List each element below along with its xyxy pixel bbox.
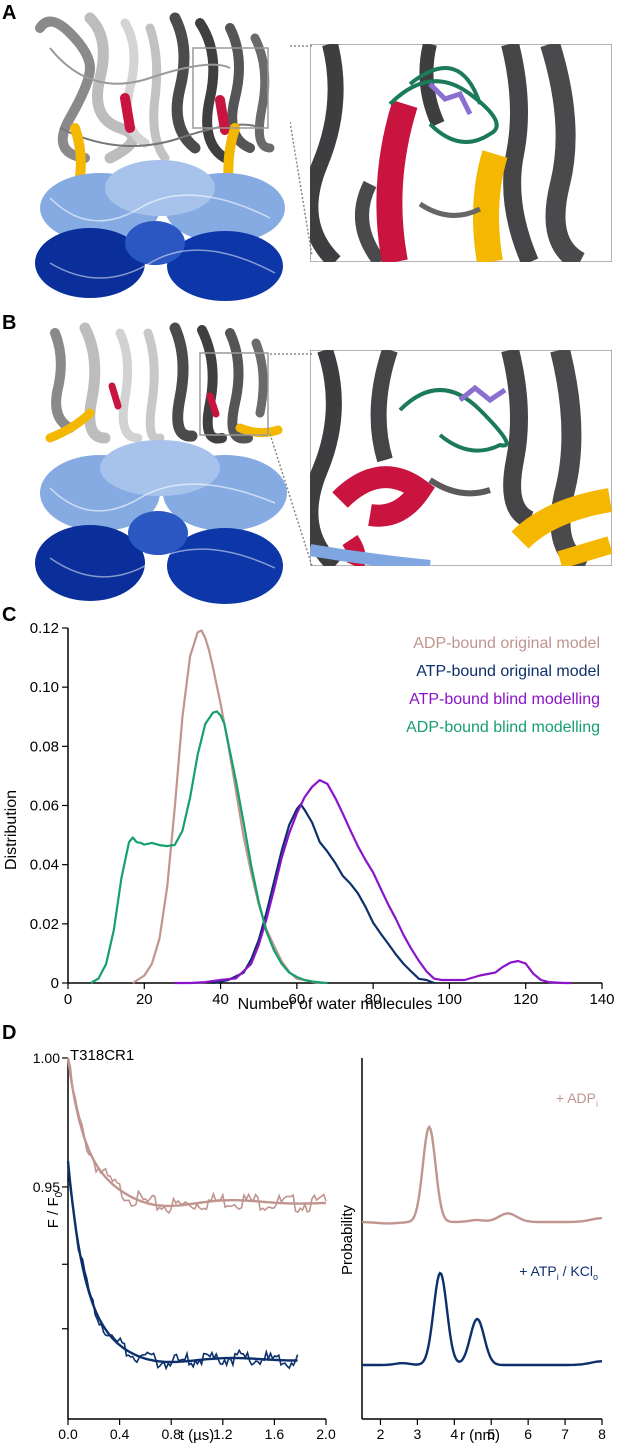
chart-c-x-tick-label: 120 — [513, 991, 538, 1008]
chart-c-x-tick-label: 80 — [365, 991, 382, 1008]
red-helices-b — [108, 382, 220, 418]
chart-d2-series — [362, 1124, 602, 1367]
chart-c-x-tick-label: 60 — [289, 991, 306, 1008]
chart-d2-x-tick-label: 6 — [524, 1426, 532, 1442]
panel-a-protein-structure — [35, 12, 285, 301]
panel-letter-d: D — [2, 1022, 17, 1044]
chart-d1-y-axis-label: F / F0 — [45, 1191, 65, 1228]
panel-letter-c: C — [2, 604, 17, 626]
chart-d1-trace — [67, 1057, 327, 1215]
chart-d2-distribution-line — [362, 1271, 602, 1367]
chart-d1-axes: 0.0 0.4 0.8 1.2 1.6 2.0 1.00 0.95 — [33, 1050, 336, 1442]
chart-d1-x-tick-label: 2.0 — [316, 1426, 336, 1442]
transmembrane-domain-b — [50, 322, 268, 444]
chart-d2-label-adp: + ADPi — [556, 1090, 598, 1109]
chart-d1-fit — [66, 1057, 327, 1208]
zoom-box-a — [192, 47, 269, 129]
zoom-connector-b — [270, 353, 313, 567]
chart-c-y-tick-label: 0.08 — [30, 738, 59, 755]
chart-c-x-tick-label: 0 — [64, 991, 72, 1008]
water-distribution-chart: 0 20 40 60 80 100 120 140 0 0.02 0.04 0.06 0.08 0.10 0… — [3, 620, 615, 1013]
chart-d1-series — [66, 1057, 327, 1371]
zoom-box-b — [199, 352, 269, 436]
fluorescence-decay-chart: T318CR1 0.0 0.4 0.8 1.2 1.6 2.0 1.00 0.95 t (µs… — [33, 1047, 336, 1444]
chart-c-x-tick-label: 100 — [437, 991, 462, 1008]
panel-b-zoom-inset — [310, 350, 612, 566]
chart-c-series — [90, 629, 572, 985]
chart-c-x-axis-label: Number of water molecules — [238, 996, 433, 1013]
chart-d1-trace — [67, 1165, 299, 1371]
chart-d1-y-tick-label: 0.95 — [33, 1179, 60, 1195]
chart-d1-fit — [66, 1160, 298, 1364]
chart-c-x-tick-label: 140 — [589, 991, 614, 1008]
chart-d1-x-axis-label: t (µs) — [180, 1427, 214, 1444]
chart-c-y-tick-label: 0.02 — [30, 916, 59, 933]
chart-c-y-tick-label: 0 — [51, 975, 59, 992]
chart-c-x-tick-label: 20 — [136, 991, 153, 1008]
chart-d2-x-tick-label: 2 — [377, 1426, 385, 1442]
nucleotide-binding-domain-a — [35, 160, 285, 301]
chart-c-y-tick-label: 0.04 — [30, 857, 59, 874]
panel-a-zoom-inset — [310, 44, 612, 262]
chart-c-y-tick-label: 0.10 — [30, 679, 59, 696]
chart-c-legend-entry: ADP-bound original model — [413, 635, 600, 652]
chart-d2-x-tick-label: 7 — [561, 1426, 569, 1442]
chart-c-axes: 0 20 40 60 80 100 120 140 0 0.02 0.04 0.06 0.08 0.10 0… — [30, 620, 615, 1008]
chart-d2-x-tick-label: 4 — [450, 1426, 458, 1442]
chart-c-legend: ADP-bound original model ATP-bound origin… — [406, 635, 600, 736]
chart-d2-x-tick-label: 8 — [598, 1426, 606, 1442]
chart-d1-x-tick-label: 0.8 — [161, 1426, 181, 1442]
chart-d1-title: T318CR1 — [70, 1047, 134, 1064]
zoom-connector-a — [290, 45, 313, 257]
chart-d1-x-tick-label: 0.0 — [58, 1426, 78, 1442]
nucleotide-binding-domain-b — [35, 440, 287, 604]
chart-d1-y-axis-label-main: F / F — [45, 1197, 62, 1228]
chart-c-y-axis-label: Distribution — [3, 790, 20, 870]
chart-c-x-tick-label: 40 — [212, 991, 229, 1008]
chart-d1-x-tick-label: 1.2 — [213, 1426, 233, 1442]
chart-c-series-line — [132, 629, 320, 985]
chart-c-y-tick-label: 0.06 — [30, 798, 59, 815]
chart-d2-x-tick-label: 5 — [487, 1426, 495, 1442]
chart-c-legend-entry: ADP-bound blind modelling — [406, 719, 600, 736]
panel-b-protein-structure — [35, 322, 287, 604]
chart-d1-x-tick-label: 0.4 — [110, 1426, 130, 1442]
chart-d2-x-tick-label: 3 — [413, 1426, 421, 1442]
chart-c-series-line — [174, 779, 572, 985]
red-helices-a — [120, 93, 230, 135]
chart-c-series-line — [90, 710, 328, 985]
chart-d2-axes: 2 3 4 5 6 7 8 — [361, 1058, 606, 1442]
chart-d2-distribution-line — [362, 1124, 602, 1225]
chart-d2-y-axis-label: Probability — [340, 1204, 356, 1275]
chart-d2-label-atp: + ATPi / KClo — [519, 1263, 598, 1282]
panel-letter-a: A — [2, 2, 17, 24]
transmembrane-domain-a — [35, 12, 275, 164]
chart-c-legend-entry: ATP-bound original model — [416, 663, 600, 680]
chart-c-y-tick-label: 0.12 — [30, 620, 59, 637]
chart-d2-x-axis-label: r (nm) — [460, 1427, 500, 1444]
chart-c-legend-entry: ATP-bound blind modelling — [409, 691, 600, 708]
panel-letter-b: B — [2, 312, 17, 334]
chart-d1-y-tick-label: 1.00 — [33, 1050, 60, 1066]
chart-d1-y-axis-label-sub: 0 — [54, 1191, 65, 1197]
yellow-helices-b — [45, 408, 283, 443]
distance-distribution-chart: 2 3 4 5 6 7 8 r (nm) Probability + ADPi + ATPi… — [340, 1058, 606, 1444]
chart-d1-x-tick-label: 1.6 — [265, 1426, 285, 1442]
